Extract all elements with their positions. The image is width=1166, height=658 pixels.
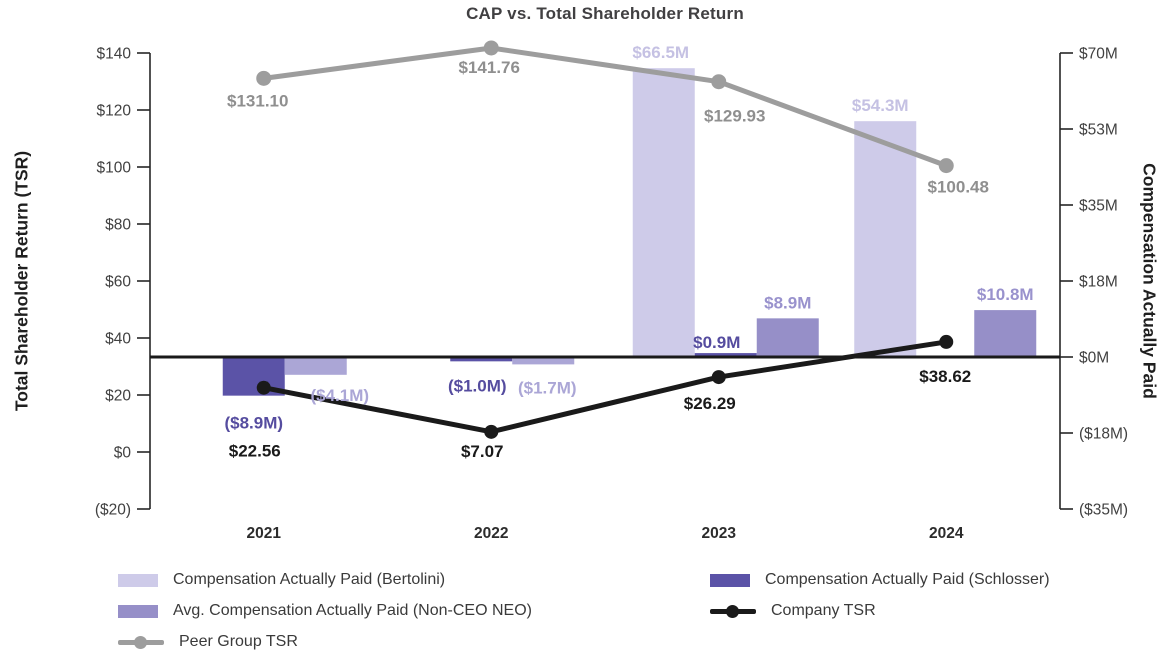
bar-2024-series0 <box>854 121 917 357</box>
bar-value-label: ($8.9M) <box>224 414 283 433</box>
right-axis-tick-label: ($18M) <box>1079 426 1128 443</box>
legend-item-schlosser: Compensation Actually Paid (Schlosser) <box>710 569 1050 591</box>
left-axis-tick-label: $60 <box>105 274 131 291</box>
left-axis-tick-label: $120 <box>97 103 132 120</box>
right-axis-tick-label: $53M <box>1079 122 1118 139</box>
left-axis-tick-label: $140 <box>97 46 132 63</box>
bar-2023-series1 <box>694 353 757 357</box>
legend-label-company-tsr: Company TSR <box>771 602 876 619</box>
bar-value-label: $0.9M <box>693 333 740 352</box>
line-point-label: $7.07 <box>461 442 504 461</box>
peer-group-tsr-line <box>263 45 948 168</box>
point-marker-icon <box>711 370 726 385</box>
line-point-label: $38.62 <box>919 367 971 386</box>
point-marker-icon <box>711 74 727 90</box>
line-point-label: $131.10 <box>227 91 288 110</box>
point-marker-icon <box>483 40 499 56</box>
right-axis-tick-label: $70M <box>1079 46 1118 63</box>
legend-item-peer-group-tsr: Peer Group TSR <box>118 631 710 653</box>
non-ceo-neo-swatch-icon <box>118 604 158 618</box>
bar-2022-series1 <box>450 357 513 362</box>
bar-2023-series2 <box>756 318 819 357</box>
cap-vs-tsr-plot: $140 $120 $100 $80 $60 $40 $20 $0 ($20) $70M $53M $… <box>95 40 1128 542</box>
right-axis-tick-label: ($35M) <box>1079 502 1128 519</box>
legend: Compensation Actually Paid (Bertolini) C… <box>118 569 1050 653</box>
legend-item-company-tsr: Company TSR <box>710 600 1050 622</box>
bar-value-label: $66.5M <box>632 43 689 62</box>
left-axis-tick-label: $100 <box>97 160 132 177</box>
bar-value-label: ($4.1M) <box>310 386 369 405</box>
line-point-label: $22.56 <box>229 442 281 461</box>
bar-value-label: ($1.7M) <box>518 378 577 397</box>
schlosser-swatch-icon <box>710 573 750 587</box>
chart-title: CAP vs. Total Shareholder Return <box>466 4 744 23</box>
legend-label-schlosser: Compensation Actually Paid (Schlosser) <box>765 571 1050 588</box>
point-marker-icon <box>939 334 954 349</box>
legend-item-bertolini: Compensation Actually Paid (Bertolini) <box>118 569 710 591</box>
bar-2023-series0 <box>632 68 695 357</box>
bar-value-label: ($1.0M) <box>448 376 507 395</box>
legend-item-non-ceo-neo: Avg. Compensation Actually Paid (Non-CEO… <box>118 600 710 622</box>
right-axis-tick-label: $0M <box>1079 350 1109 367</box>
left-axis-tick-label: $20 <box>105 388 131 405</box>
left-axis-tick-label: $80 <box>105 217 131 234</box>
company-tsr-line-icon <box>710 603 756 619</box>
point-marker-icon <box>484 424 499 439</box>
line-point-label: $100.48 <box>928 178 989 197</box>
line-point-label: $26.29 <box>684 394 736 413</box>
bar-value-label: $10.8M <box>977 285 1034 304</box>
right-axis-tick-label: $35M <box>1079 198 1118 215</box>
peer-group-tsr-line-icon <box>118 634 164 650</box>
point-marker-icon <box>256 380 271 395</box>
bar-2022-series2 <box>512 357 575 365</box>
x-axis-year-label: 2022 <box>474 525 508 542</box>
x-axis-year-label: 2024 <box>929 525 964 542</box>
line-point-label: $141.76 <box>459 58 520 77</box>
legend-label-bertolini: Compensation Actually Paid (Bertolini) <box>173 571 446 588</box>
bar-value-label: $54.3M <box>852 96 909 115</box>
x-axis-year-label: 2023 <box>702 525 737 542</box>
x-axis-year-label: 2021 <box>247 525 282 542</box>
bertolini-swatch-icon <box>118 573 158 587</box>
left-axis-tick-label: ($20) <box>95 502 131 519</box>
line-point-label: $129.93 <box>704 107 765 126</box>
legend-label-non-ceo-neo: Avg. Compensation Actually Paid (Non-CEO… <box>173 602 532 619</box>
point-marker-icon <box>938 158 954 174</box>
bar-value-label: $8.9M <box>764 293 811 312</box>
right-axis-tick-label: $18M <box>1079 274 1118 291</box>
left-axis-tick-label: $40 <box>105 331 131 348</box>
company-tsr-line <box>263 339 947 435</box>
left-axis-tick-label: $0 <box>114 445 132 462</box>
bar-2021-series2 <box>284 357 347 375</box>
legend-label-peer-group-tsr: Peer Group TSR <box>179 633 298 650</box>
bar-2024-series2 <box>974 310 1037 357</box>
point-marker-icon <box>256 70 272 86</box>
